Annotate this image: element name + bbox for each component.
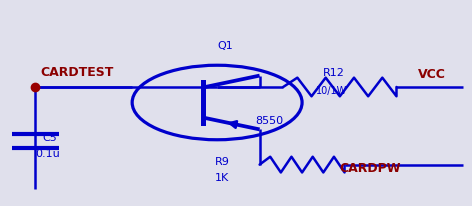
Text: 0.1u: 0.1u — [35, 149, 60, 159]
Text: 10/1W: 10/1W — [316, 86, 347, 96]
Text: CARDTEST: CARDTEST — [40, 65, 113, 78]
Text: CARDPW: CARDPW — [340, 161, 401, 174]
Text: 8550: 8550 — [255, 116, 283, 126]
Text: R9: R9 — [215, 156, 230, 166]
Text: Q1: Q1 — [217, 41, 233, 50]
Text: 1K: 1K — [215, 172, 229, 182]
Text: C5: C5 — [42, 132, 57, 142]
Text: VCC: VCC — [418, 67, 446, 80]
Text: R12: R12 — [323, 67, 345, 77]
